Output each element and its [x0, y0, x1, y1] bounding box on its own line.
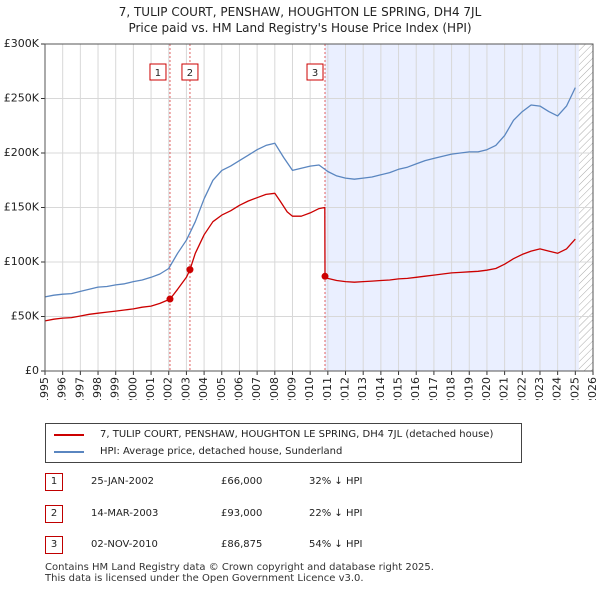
chart-title-line-2: Price paid vs. HM Land Registry's House …: [128, 21, 472, 35]
transaction-hpi-diff: 22% ↓ HPI: [309, 508, 363, 519]
y-tick-label: £150K: [4, 201, 40, 214]
footer-copyright: Contains HM Land Registry data © Crown c…: [45, 562, 434, 573]
x-tick-label: 2017: [427, 377, 440, 400]
transaction-price: £86,875: [221, 539, 263, 550]
x-tick-label: 2025: [568, 377, 581, 400]
legend-label-property: 7, TULIP COURT, PENSHAW, HOUGHTON LE SPR…: [100, 429, 494, 440]
x-tick-label: 2013: [356, 377, 369, 400]
transaction-marker-label: 3: [312, 68, 318, 79]
x-tick-label: 2006: [232, 377, 245, 400]
x-tick-label: 1999: [109, 377, 122, 400]
transaction-marker-label: 2: [187, 68, 193, 79]
y-tick-label: £200K: [4, 146, 40, 159]
transaction-marker-label: 1: [155, 68, 161, 79]
transaction-date: 14-MAR-2003: [91, 508, 159, 519]
x-tick-label: 2004: [197, 377, 210, 400]
x-tick-label: 2026: [586, 377, 599, 400]
x-tick-label: 1995: [38, 377, 51, 400]
price-chart: 1995 1996 1997 1998 1999 2000 2001 2002 2003 2004…: [4, 37, 599, 400]
legend-label-hpi: HPI: Average price, detached house, Sund…: [100, 446, 343, 457]
x-tick-label: 2020: [480, 377, 493, 400]
x-tick-label: 2002: [162, 377, 175, 400]
transaction-price: £93,000: [221, 508, 263, 519]
transaction-point: [186, 266, 194, 274]
x-tick-label: 2011: [321, 377, 334, 400]
property-series-line: [44, 192, 576, 322]
legend-swatch-hpi: [54, 451, 84, 453]
x-tick-label: 2008: [268, 377, 281, 400]
x-tick-label: 2014: [374, 377, 387, 400]
y-tick-label: £50K: [11, 310, 40, 323]
x-tick-label: 2022: [515, 377, 528, 400]
hpi-series-line: [44, 87, 576, 298]
transaction-hpi-diff: 54% ↓ HPI: [309, 539, 363, 550]
x-tick-label: 2016: [409, 377, 422, 400]
x-tick-label: 1998: [91, 377, 104, 400]
x-tick-label: 2012: [339, 377, 352, 400]
transaction-hpi-diff: 32% ↓ HPI: [309, 476, 363, 487]
x-tick-label: 2024: [551, 377, 564, 400]
transaction-point: [166, 295, 174, 303]
y-tick-label: £300K: [4, 37, 40, 50]
transaction-marker-box: [149, 63, 167, 81]
footer-licence: This data is licensed under the Open Gov…: [45, 573, 364, 584]
x-tick-label: 1997: [73, 377, 86, 400]
x-tick-label: 2010: [303, 377, 316, 400]
x-tick-label: 2005: [215, 377, 228, 400]
transaction-marker: 3: [306, 63, 324, 81]
transaction-badge: 3: [45, 536, 63, 554]
y-tick-label: £0: [25, 364, 39, 377]
transaction-marker-box: [181, 63, 199, 81]
chart-title-line-1: 7, TULIP COURT, PENSHAW, HOUGHTON LE SPR…: [118, 5, 482, 19]
x-tick-label: 2001: [144, 377, 157, 400]
transaction-date: 02-NOV-2010: [91, 539, 158, 550]
transaction-marker-box: [306, 63, 324, 81]
x-tick-label: 2000: [126, 377, 139, 400]
legend-swatch-property: [54, 434, 84, 436]
y-tick-label: £250K: [4, 92, 40, 105]
transaction-marker: 2: [181, 63, 199, 81]
transaction-price: £66,000: [221, 476, 263, 487]
x-tick-label: 2023: [533, 377, 546, 400]
transaction-point: [321, 272, 329, 280]
x-tick-label: 2021: [498, 377, 511, 400]
x-tick-label: 2019: [462, 377, 475, 400]
x-tick-label: 2018: [445, 377, 458, 400]
chart-legend: 7, TULIP COURT, PENSHAW, HOUGHTON LE SPR…: [45, 423, 522, 463]
y-tick-label: £100K: [4, 255, 40, 268]
transaction-badge: 1: [45, 473, 63, 491]
x-tick-label: 2007: [250, 377, 263, 400]
x-tick-label: 2015: [392, 377, 405, 400]
transaction-marker: 1: [149, 63, 167, 81]
transaction-date: 25-JAN-2002: [91, 476, 155, 487]
x-tick-label: 2009: [285, 377, 298, 400]
x-tick-label: 2003: [179, 377, 192, 400]
transaction-badge: 2: [45, 505, 63, 523]
x-tick-label: 1996: [56, 377, 69, 400]
plot-frame: [44, 43, 594, 372]
